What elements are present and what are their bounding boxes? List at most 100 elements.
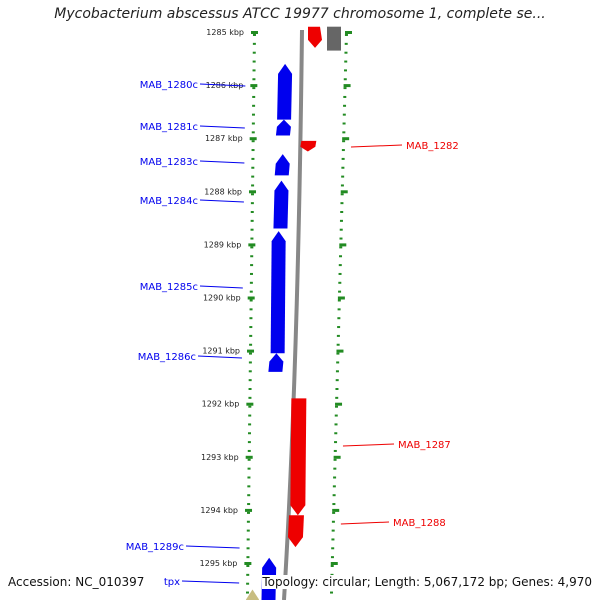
gene-label-MAB_1287[interactable]: MAB_1287 [398,440,451,451]
minor-tick-right [331,547,335,550]
partial-other-feature[interactable] [327,26,341,51]
major-tick-left [247,296,255,300]
minor-tick-left [246,556,250,559]
leader-line-tpx [181,580,240,584]
gene-arrow-MAB_1288[interactable] [287,515,304,548]
minor-tick-left [249,317,253,320]
minor-tick-right [343,69,347,72]
leader-line-MAB_1285c [199,285,243,289]
minor-tick-left [251,131,255,134]
minor-tick-left [247,485,251,488]
minor-tick-left [252,87,256,90]
minor-tick-left [248,396,252,399]
minor-tick-right [335,370,339,373]
minor-tick-right [339,228,343,231]
page-title: Mycobacterium abscessus ATCC 19977 chrom… [54,6,546,22]
gene-labels: MAB_1280c MAB_1281c MAB_1282 MAB_1283c MAB_1… [126,80,459,588]
minor-tick-left [249,334,253,337]
gene-label-MAB_1282[interactable]: MAB_1282 [406,141,459,152]
major-tick-right [337,296,345,300]
gene-label-MAB_1289c[interactable]: MAB_1289c [126,542,184,553]
gene-label-MAB_1288[interactable]: MAB_1288 [393,518,446,529]
scale-tick-label: 1295 kbp [200,559,238,568]
partial-forward-feature[interactable] [308,26,322,48]
footer: Accession: NC_010397 Topology: circular;… [8,573,592,593]
minor-tick-left [251,166,255,169]
leader-line-MAB_1287 [342,443,395,447]
minor-tick-right [330,591,334,594]
minor-tick-left [252,95,256,98]
minor-tick-right [338,281,342,284]
minor-tick-left [251,149,255,152]
major-tick-right [342,137,350,141]
gene-label-MAB_1285c[interactable]: MAB_1285c [140,282,198,293]
minor-tick-left [246,591,250,594]
gene-arrow-MAB_1287[interactable] [290,398,307,516]
minor-tick-left [249,272,253,275]
minor-tick-right [334,423,338,426]
gene-label-MAB_1283c[interactable]: MAB_1283c [140,157,198,168]
gene-label-MAB_1284c[interactable]: MAB_1284c [140,196,198,207]
minor-tick-right [342,113,346,116]
minor-tick-left [252,104,256,107]
minor-tick-right [336,352,340,355]
gene-label-tpx[interactable]: tpx [164,577,180,588]
minor-tick-left [247,449,251,452]
gene-label-MAB_1286c[interactable]: MAB_1286c [138,352,196,363]
major-tick-left [245,455,253,459]
minor-tick-right [342,122,346,125]
minor-tick-left [250,228,254,231]
minor-tick-left [249,308,253,311]
gene-arrow-tpx[interactable] [245,589,259,600]
gene-label-MAB_1280c[interactable]: MAB_1280c [140,80,198,91]
minor-tick-right [340,193,344,196]
gene-arrow-MAB_1286c[interactable] [268,353,284,372]
minor-tick-left [250,255,254,258]
minor-tick-right [336,334,340,337]
major-tick-left [246,402,254,406]
minor-tick-left [251,113,255,116]
minor-tick-right [337,326,341,329]
minor-tick-left [247,494,251,497]
gene-arrow-MAB_1284c[interactable] [273,180,289,229]
minor-tick-left [251,175,255,178]
minor-tick-left [248,388,252,390]
minor-tick-left [246,573,250,576]
minor-tick-left [251,184,255,187]
minor-tick-left [250,202,254,205]
major-tick-right [339,243,347,247]
minor-tick-left [251,157,255,160]
gene-label-MAB_1281c[interactable]: MAB_1281c [140,122,198,133]
minor-tick-left [247,503,251,506]
minor-tick-left [247,441,251,444]
backbone-line [282,29,304,600]
minor-tick-left [247,511,251,514]
minor-tick-left [248,423,252,426]
minor-tick-left [248,370,252,373]
minor-tick-right [343,95,347,98]
minor-tick-left [249,326,253,329]
leader-line-MAB_1283c [199,160,245,164]
gene-arrow-MAB_1280c[interactable] [277,63,293,120]
minor-tick-left [249,299,253,302]
leader-line-MAB_1281c [199,125,245,129]
minor-tick-left [246,547,250,550]
minor-tick-left [249,290,253,293]
gene-arrow-MAB_1282[interactable] [300,140,317,152]
major-tick-left [247,349,255,353]
minor-tick-right [333,449,337,452]
scale-tick-label: 1291 kbp [202,347,240,356]
minor-tick-left [250,211,254,213]
gene-arrow-MAB_1285c[interactable] [270,231,286,354]
gene-arrow-MAB_1281c[interactable] [275,119,291,136]
minor-tick-left [252,42,256,45]
major-tick-right [345,31,352,34]
minor-tick-left [252,51,256,54]
gene-arrow-MAB_1283c[interactable] [274,154,290,176]
minor-tick-left [247,458,251,461]
major-tick-right [333,455,341,459]
minor-tick-right [334,405,338,408]
minor-tick-right [335,396,339,399]
leader-line-MAB_1289c [185,545,240,549]
